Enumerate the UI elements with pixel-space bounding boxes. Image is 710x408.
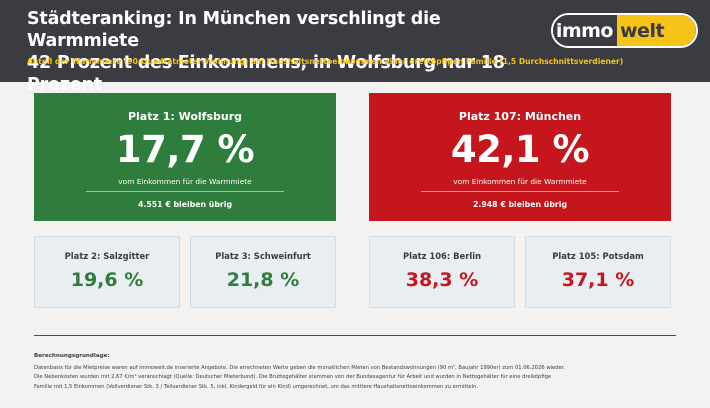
card-rank-1: Platz 1: Wolfsburg 17,7 % vom Einkommen … — [34, 93, 336, 221]
card-remaining: 2.948 € bleiben übrig — [472, 200, 568, 209]
logo-text-welt: welt — [617, 15, 696, 46]
card-percent: 38,3 % — [405, 269, 479, 291]
card-percent: 37,1 % — [561, 269, 635, 291]
card-rank-105: Platz 105: Potsdam 37,1 % — [525, 236, 671, 308]
card-rank-label: Platz 2: Salzgitter — [64, 251, 150, 261]
card-rank-107: Platz 107: München 42,1 % vom Einkommen … — [369, 93, 671, 221]
card-rank-3: Platz 3: Schweinfurt 21,8 % — [190, 236, 336, 308]
card-rank-label: Platz 107: München — [458, 110, 582, 123]
footer-title: Berechnungsgrundlage: — [34, 353, 110, 359]
logo-text-immo: immo — [553, 15, 617, 46]
immowelt-logo: immo welt — [551, 13, 698, 48]
card-divider — [421, 191, 619, 192]
title-line-1: Städteranking: In München verschlingt di… — [27, 9, 441, 51]
card-rank-label: Platz 105: Potsdam — [552, 251, 644, 261]
card-rank-label: Platz 3: Schweinfurt — [215, 251, 311, 261]
card-percent: 17,7 % — [115, 128, 255, 171]
footer-line-3: Familie mit 1,5 Einkommen (Vollverdiener… — [34, 383, 478, 390]
card-rank-label: Platz 106: Berlin — [402, 251, 482, 261]
header-banner: Städteranking: In München verschlingt di… — [0, 0, 710, 95]
card-rank-label: Platz 1: Wolfsburg — [127, 110, 243, 123]
card-percent: 19,6 % — [70, 269, 144, 291]
card-description: vom Einkommen für die Warmmiete — [118, 177, 252, 186]
title-line-2: 42 Prozent des Einkommens, in Wolfsburg … — [27, 53, 505, 95]
card-remaining: 4.551 € bleiben übrig — [137, 200, 233, 209]
card-rank-2: Platz 2: Salzgitter 19,6 % — [34, 236, 180, 308]
page-title: Städteranking: In München verschlingt di… — [27, 8, 547, 96]
footer-line-1: Datenbasis für die Mietpreise waren auf … — [34, 365, 566, 371]
page-subtitle: Anteil der Warmmiete (90-Quadratmeter-Wo… — [27, 57, 624, 66]
card-rank-106: Platz 106: Berlin 38,3 % — [369, 236, 515, 308]
card-description: vom Einkommen für die Warmmiete — [453, 177, 587, 186]
card-percent: 42,1 % — [450, 128, 590, 171]
card-percent: 21,8 % — [226, 269, 300, 291]
footer-text: Datenbasis für die Mietpreise waren auf … — [34, 364, 654, 392]
card-divider — [86, 191, 284, 192]
footer-divider — [34, 335, 676, 336]
footer-line-2: Die Nebenkosten wurden mit 2,67 €/m² ver… — [34, 374, 552, 381]
